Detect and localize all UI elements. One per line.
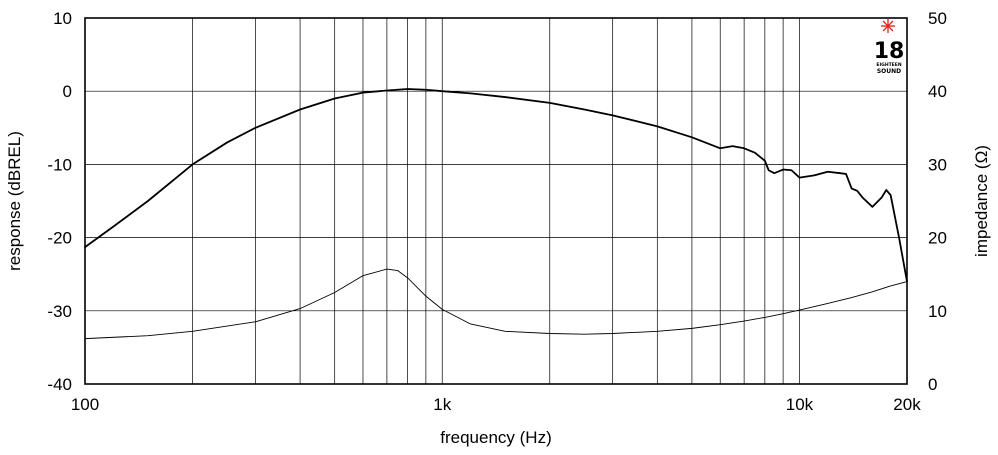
x-tick-label: 20k [893,395,921,414]
y2-axis-label: impedance (Ω) [972,145,991,257]
impedance-curve [84,268,908,340]
y-axis-label: response (dBREL) [5,131,24,271]
gridlines [84,17,908,385]
y-tick-label: -30 [47,302,72,321]
x-tick-label: 100 [71,395,99,414]
x-tick-label: 1k [433,395,451,414]
x-tick-label: 10k [786,395,814,414]
y-tick-label: -10 [47,155,72,174]
y2-tick-label: 50 [928,9,947,28]
y2-tick-label: 20 [928,229,947,248]
eighteen-sound-logo: 18 EIGHTEEN SOUND [874,19,905,75]
y2-tick-label: 40 [928,82,947,101]
plot-frame [84,17,908,385]
logo-number: 18 [874,39,905,64]
y-tick-label: 10 [53,9,72,28]
logo-line2: SOUND [877,68,901,75]
y-tick-label: -20 [47,229,72,248]
y-tick-label: -40 [47,375,72,394]
logo-line1: EIGHTEEN [876,62,901,68]
x-axis-label: frequency (Hz) [440,428,551,447]
y2-tick-label: 10 [928,302,947,321]
series-layer [84,88,908,340]
y-tick-label: 0 [63,82,72,101]
y2-tick-label: 30 [928,155,947,174]
star-icon [881,19,895,33]
response-curve [84,88,908,283]
y2-tick-label: 0 [928,375,937,394]
